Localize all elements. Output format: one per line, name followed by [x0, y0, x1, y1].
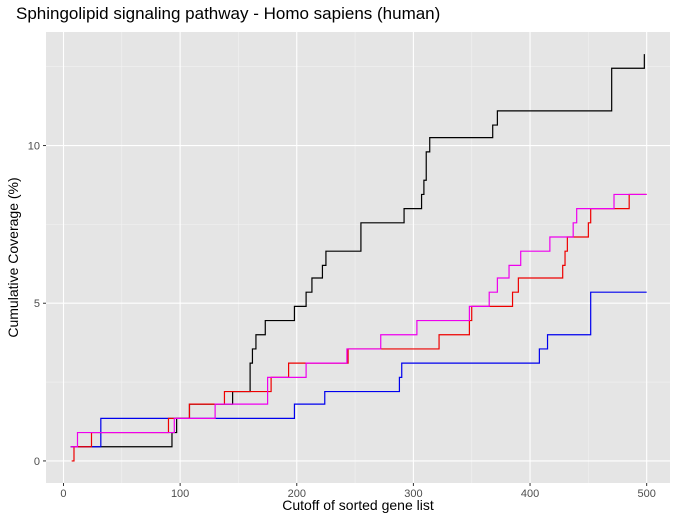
y-axis: 0 5 10: [28, 141, 46, 468]
x-tick-label: 500: [637, 488, 655, 500]
y-tick-label: 5: [34, 298, 40, 310]
series-line-1: [70, 54, 645, 448]
y-tick-label: 0: [34, 456, 40, 468]
chart-title: Sphingolipid signaling pathway - Homo sa…: [16, 4, 441, 23]
x-tick-label: 300: [404, 488, 422, 500]
minor-gridlines: [46, 32, 670, 483]
x-tick-label: 200: [288, 488, 306, 500]
series-line-4: [70, 193, 647, 448]
x-tick-label: 100: [171, 488, 189, 500]
x-axis-title: Cutoff of sorted gene list: [282, 497, 434, 513]
major-gridlines: [46, 32, 670, 483]
series-layer: [70, 54, 647, 462]
x-tick-label: 400: [521, 488, 539, 500]
y-axis-title: Cumulative Coverage (%): [5, 177, 21, 337]
series-line-2: [72, 291, 647, 448]
plot-panel: [46, 32, 670, 483]
x-axis: 0 100 200 300 400 500: [60, 483, 656, 500]
y-tick-label: 10: [28, 141, 40, 153]
x-tick-label: 0: [60, 488, 66, 500]
